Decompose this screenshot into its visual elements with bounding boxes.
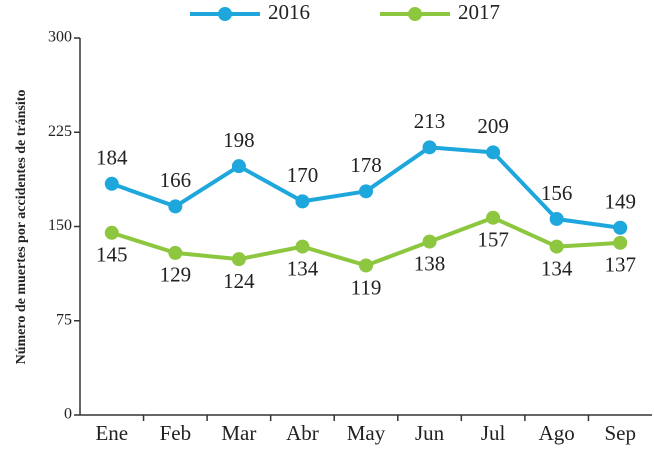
x-tick-label: Jul bbox=[481, 421, 506, 445]
data-label: 145 bbox=[96, 243, 128, 267]
data-label: 137 bbox=[604, 253, 636, 277]
point bbox=[359, 258, 373, 273]
x-tick-label: Sep bbox=[604, 421, 636, 445]
data-label: 134 bbox=[287, 256, 319, 280]
legend-marker bbox=[218, 7, 232, 21]
point bbox=[549, 239, 564, 254]
data-label: 184 bbox=[96, 146, 128, 170]
data-label: 129 bbox=[160, 263, 192, 287]
point bbox=[422, 234, 437, 249]
legend-marker bbox=[408, 7, 422, 21]
point bbox=[168, 199, 183, 214]
point bbox=[104, 225, 119, 240]
point bbox=[486, 145, 501, 160]
data-label: 198 bbox=[223, 128, 255, 152]
point bbox=[231, 159, 246, 174]
data-label: 209 bbox=[477, 114, 509, 138]
x-tick-label: Feb bbox=[160, 421, 192, 445]
point bbox=[168, 245, 183, 260]
data-label: 157 bbox=[477, 228, 509, 252]
data-label: 166 bbox=[160, 168, 192, 192]
point bbox=[104, 176, 119, 191]
data-label: 156 bbox=[541, 181, 573, 205]
data-label: 149 bbox=[604, 190, 636, 214]
point bbox=[422, 140, 437, 155]
data-label: 134 bbox=[541, 256, 573, 280]
data-label: 124 bbox=[223, 269, 255, 293]
x-tick-label: Ago bbox=[539, 421, 575, 445]
legend-label: 2017 bbox=[458, 0, 500, 24]
data-label: 213 bbox=[414, 109, 446, 133]
y-tick-label: 225 bbox=[48, 123, 72, 140]
point bbox=[359, 184, 373, 199]
data-label: 138 bbox=[414, 251, 446, 275]
data-label: 170 bbox=[287, 163, 319, 187]
point bbox=[295, 239, 310, 254]
data-label: 119 bbox=[351, 275, 382, 299]
point bbox=[549, 211, 564, 226]
point bbox=[486, 210, 501, 225]
point bbox=[613, 220, 628, 235]
x-tick-label: Ene bbox=[95, 421, 128, 445]
point bbox=[613, 235, 628, 250]
y-tick-label: 150 bbox=[48, 217, 72, 234]
point bbox=[231, 252, 246, 267]
data-label: 178 bbox=[350, 153, 382, 177]
x-tick-label: May bbox=[347, 421, 386, 445]
point bbox=[295, 194, 310, 209]
y-tick-label: 75 bbox=[56, 311, 72, 328]
y-axis-label: Número de muertes por accidentes de trán… bbox=[14, 90, 29, 365]
legend-label: 2016 bbox=[268, 0, 310, 24]
x-tick-label: Mar bbox=[221, 421, 256, 445]
x-tick-label: Jun bbox=[415, 421, 445, 445]
y-tick-label: 300 bbox=[48, 29, 72, 46]
y-tick-label: 0 bbox=[64, 406, 72, 423]
x-tick-label: Abr bbox=[286, 421, 319, 445]
